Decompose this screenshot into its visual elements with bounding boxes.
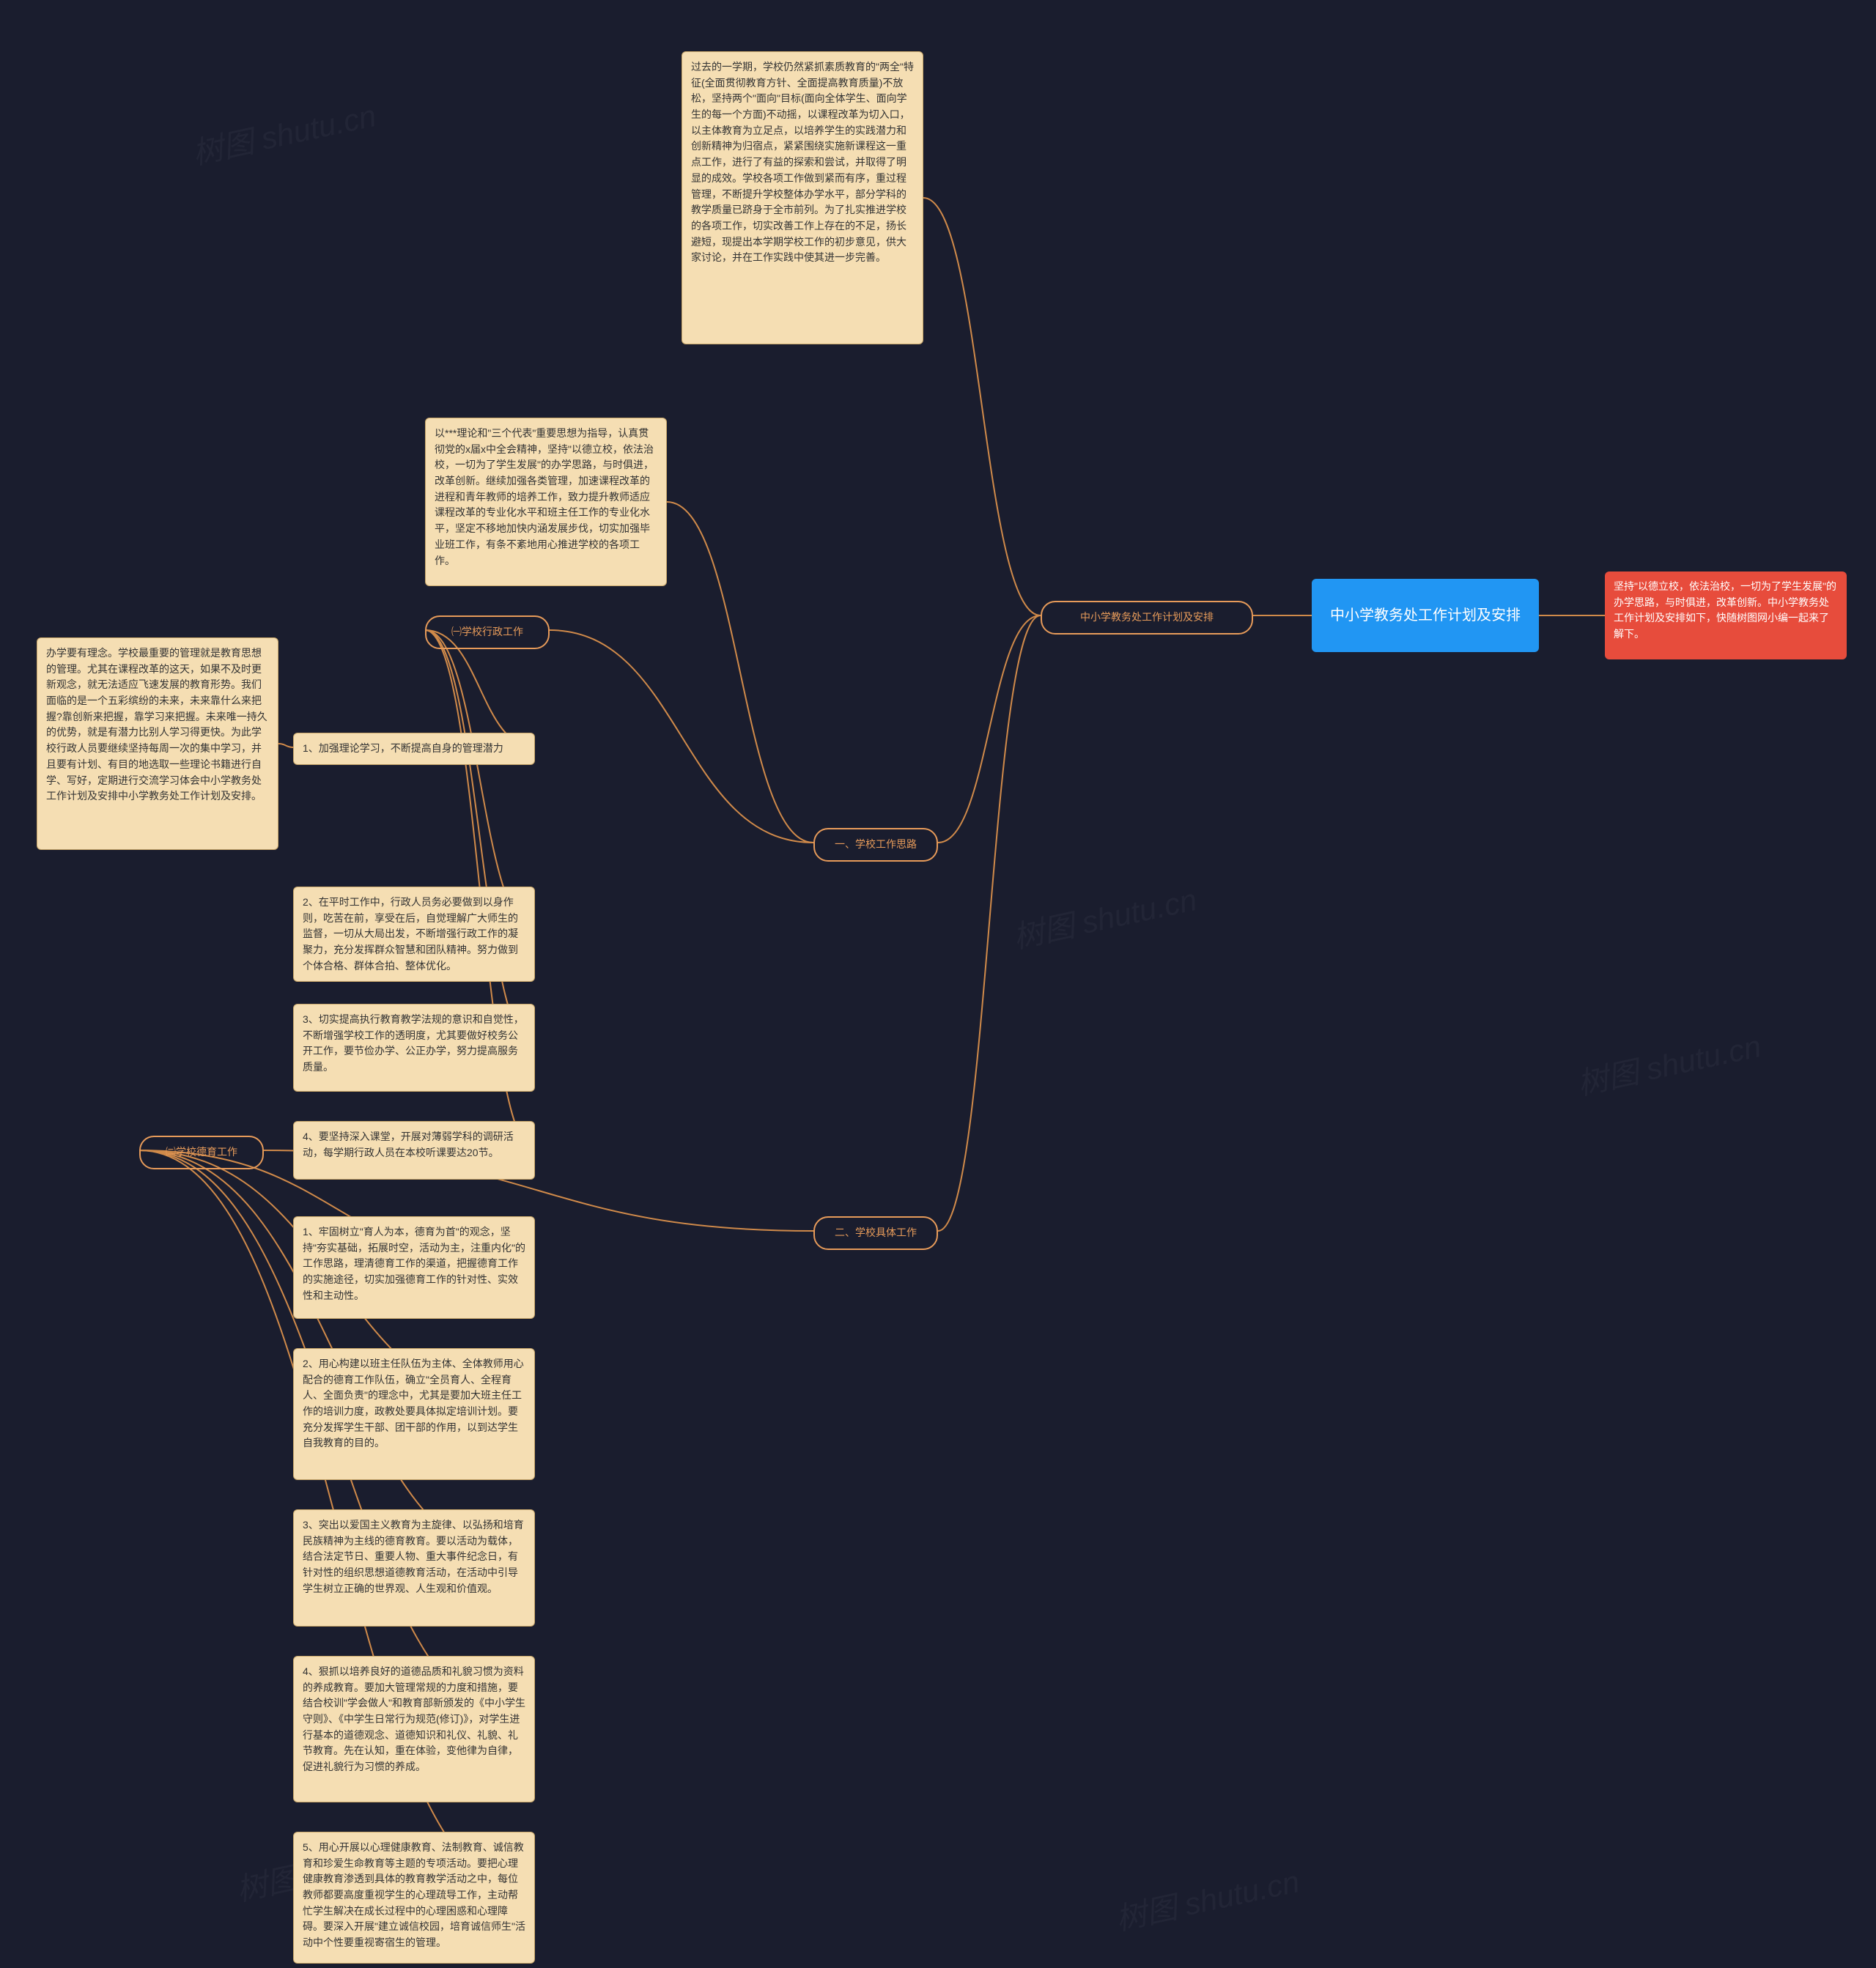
admin-item-4[interactable]: 4、要坚持深入课堂，开展对薄弱学科的调研活动，每学期行政人员在本校听课要达20节… <box>293 1121 535 1180</box>
connector <box>667 502 813 843</box>
moral-item-2[interactable]: 2、用心构建以班主任队伍为主体、全体教师用心配合的德育工作队伍，确立"全员育人、… <box>293 1348 535 1480</box>
section-2-moral[interactable]: ㈡学校德育工作 <box>139 1136 264 1169</box>
connector <box>923 198 1041 615</box>
intro-node[interactable]: 过去的一学期，学校仍然紧抓素质教育的"两全"特征(全面贯彻教育方针、全面提高教育… <box>682 51 923 344</box>
connector <box>425 630 535 931</box>
connector <box>550 630 813 843</box>
section-1-guiding[interactable]: 以***理论和"三个代表"重要思想为指导，认真贯彻党的x届x中全会精神，坚持"以… <box>425 418 667 586</box>
connector <box>938 615 1041 843</box>
moral-item-5[interactable]: 5、用心开展以心理健康教育、法制教育、诚信教育和珍爱生命教育等主题的专项活动。要… <box>293 1832 535 1964</box>
watermark: 树图 shutu.cn <box>1008 875 1200 958</box>
section-1-admin[interactable]: ㈠学校行政工作 <box>425 615 550 649</box>
moral-item-1[interactable]: 1、牢固树立"育人为本，德育为首"的观念，坚持"夯实基础，拓展时空，活动为主，注… <box>293 1216 535 1319</box>
admin-item-1-detail[interactable]: 办学要有理念。学校最重要的管理就是教育思想的管理。尤其在课程改革的这天，如果不及… <box>37 637 278 850</box>
watermark: 树图 shutu.cn <box>188 91 380 174</box>
section-1-node[interactable]: 一、学校工作思路 <box>813 828 938 862</box>
section-2-node[interactable]: 二、学校具体工作 <box>813 1216 938 1250</box>
connector-layer <box>0 0 1876 1968</box>
description-node[interactable]: 坚持"以德立校，依法治校，一切为了学生发展"的办学思路，与时俱进，改革创新。中小… <box>1605 571 1847 659</box>
connector <box>278 744 293 747</box>
watermark: 树图 shutu.cn <box>1573 1021 1765 1104</box>
admin-item-1[interactable]: 1、加强理论学习，不断提高自身的管理潜力 <box>293 733 535 765</box>
moral-item-3[interactable]: 3、突出以爱国主义教育为主旋律、以弘扬和培育民族精神为主线的德育教育。要以活动为… <box>293 1509 535 1627</box>
mindmap-canvas: 树图 shutu.cn 树图 shutu.cn 树图 shutu.cn 树图 s… <box>0 0 1876 1968</box>
admin-item-3[interactable]: 3、切实提高执行教育教学法规的意识和自觉性，不断增强学校工作的透明度，尤其要做好… <box>293 1004 535 1092</box>
admin-item-2[interactable]: 2、在平时工作中，行政人员务必要做到以身作则，吃苦在前，享受在后，自觉理解广大师… <box>293 887 535 982</box>
connector <box>425 630 535 1048</box>
moral-item-4[interactable]: 4、狠抓以培养良好的道德品质和礼貌习惯为资料的养成教育。要加大管理常规的力度和措… <box>293 1656 535 1802</box>
root-node[interactable]: 中小学教务处工作计划及安排 <box>1312 579 1539 652</box>
connector <box>938 615 1041 1231</box>
watermark: 树图 shutu.cn <box>1111 1857 1303 1939</box>
title-repeat-node[interactable]: 中小学教务处工作计划及安排 <box>1041 601 1253 635</box>
